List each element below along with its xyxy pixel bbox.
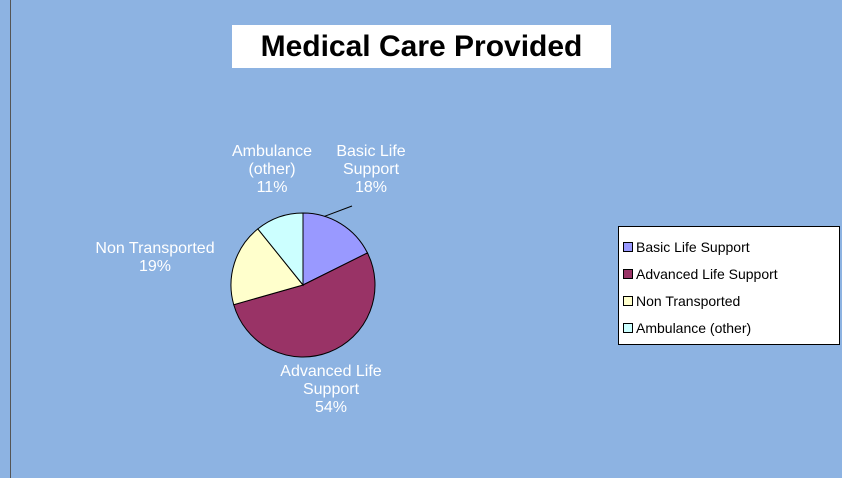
data-label-value: 18% xyxy=(354,179,388,196)
legend-item: Non Transported xyxy=(619,287,839,314)
data-label: Ambulance (other) 11% xyxy=(217,143,327,197)
legend-swatch xyxy=(623,268,633,279)
data-label-value: 19% xyxy=(138,258,172,275)
legend-label: Ambulance (other) xyxy=(636,319,752,336)
leader-line xyxy=(324,205,353,217)
data-label-value: 11% xyxy=(256,179,288,196)
data-label-name: Non Transported xyxy=(95,240,215,257)
data-label: Advanced Life Support 54% xyxy=(256,363,406,417)
data-label-name: Ambulance (other) xyxy=(231,143,313,178)
pie-slice xyxy=(230,228,304,306)
legend-label: Advanced Life Support xyxy=(636,265,778,282)
legend-swatch xyxy=(623,295,633,306)
data-label: Basic Life Support 18% xyxy=(326,143,416,197)
legend: Basic Life Support Advanced Life Support N… xyxy=(618,226,840,345)
pie-slice xyxy=(257,212,304,287)
data-label: Non Transported 19% xyxy=(70,240,240,276)
legend-label: Basic Life Support xyxy=(636,238,750,255)
legend-swatch xyxy=(623,241,633,252)
data-label-name: Basic Life Support xyxy=(336,143,406,178)
legend-item: Advanced Life Support xyxy=(619,260,839,287)
pie-slice xyxy=(302,212,369,286)
chart-title: Medical Care Provided xyxy=(232,25,611,68)
legend-item: Ambulance (other) xyxy=(619,314,839,341)
legend-item: Basic Life Support xyxy=(619,233,839,260)
pie-slice xyxy=(233,252,376,358)
legend-label: Non Transported xyxy=(636,292,741,309)
data-label-value: 54% xyxy=(314,399,348,416)
chart-frame xyxy=(10,0,842,478)
legend-swatch xyxy=(623,322,633,333)
data-label-name: Advanced Life Support xyxy=(280,363,382,398)
